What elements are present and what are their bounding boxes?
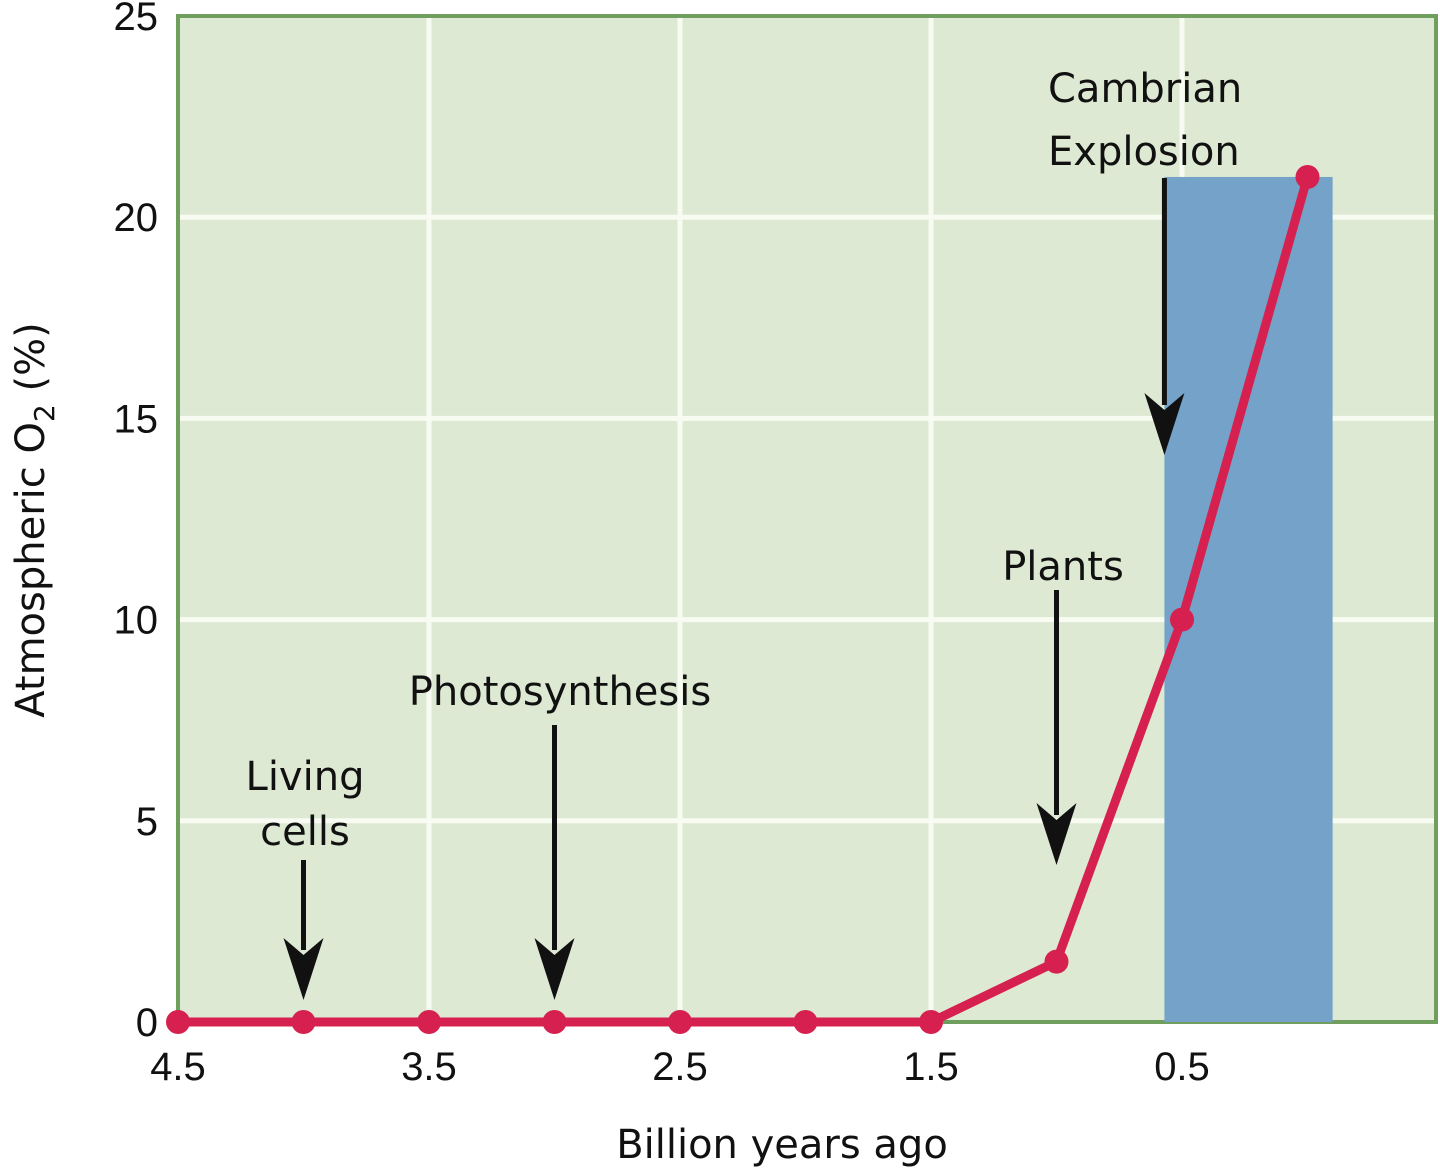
x-tick-label: 3.5 xyxy=(401,1045,457,1089)
x-axis-ticks: 4.5 3.5 2.5 1.5 0.5 xyxy=(150,1045,1210,1089)
data-point xyxy=(417,1010,441,1034)
y-axis-ticks: 0 5 10 15 20 25 xyxy=(114,0,159,1045)
annotation-label: cells xyxy=(260,809,350,855)
x-axis-label: Billion years ago xyxy=(616,1122,948,1168)
x-tick-label: 2.5 xyxy=(652,1045,708,1089)
data-point xyxy=(793,1010,818,1034)
data-point xyxy=(668,1010,692,1034)
annotation-label: Explosion xyxy=(1048,129,1240,175)
y-tick-label: 5 xyxy=(136,800,158,844)
annotation-labels: Living cells Photosynthesis Plants Cambrian E… xyxy=(246,66,1243,855)
data-point xyxy=(1170,607,1194,632)
y-tick-label: 20 xyxy=(114,196,159,240)
y-axis-label: Atmospheric O2 (%) xyxy=(8,322,61,718)
arrow-head-icon xyxy=(534,938,575,1000)
data-point xyxy=(291,1010,316,1034)
data-point xyxy=(542,1010,567,1034)
annotation-label: Living xyxy=(246,754,365,800)
annotation-label: Photosynthesis xyxy=(409,669,711,715)
x-tick-label: 4.5 xyxy=(150,1045,206,1089)
data-point xyxy=(1044,949,1069,974)
y-tick-label: 0 xyxy=(136,1001,158,1045)
arrow-head-icon xyxy=(1036,803,1077,865)
y-tick-label: 25 xyxy=(114,0,159,39)
x-tick-label: 0.5 xyxy=(1154,1045,1210,1089)
y-tick-label: 10 xyxy=(114,599,159,643)
annotation-label: Cambrian xyxy=(1048,66,1242,112)
arrow-head-icon xyxy=(1144,393,1185,455)
x-tick-label: 1.5 xyxy=(903,1045,959,1089)
oxygen-line xyxy=(178,175,1312,1027)
y-tick-label: 15 xyxy=(114,397,159,441)
data-point xyxy=(1295,164,1320,189)
annotation-label: Plants xyxy=(1002,544,1124,590)
annotation-arrows xyxy=(283,178,1185,1000)
data-point xyxy=(166,1010,190,1034)
arrow-head-icon xyxy=(283,938,324,1000)
data-points xyxy=(166,164,1320,1034)
cambrian-explosion-region xyxy=(1164,176,1333,1022)
data-point xyxy=(919,1010,943,1034)
